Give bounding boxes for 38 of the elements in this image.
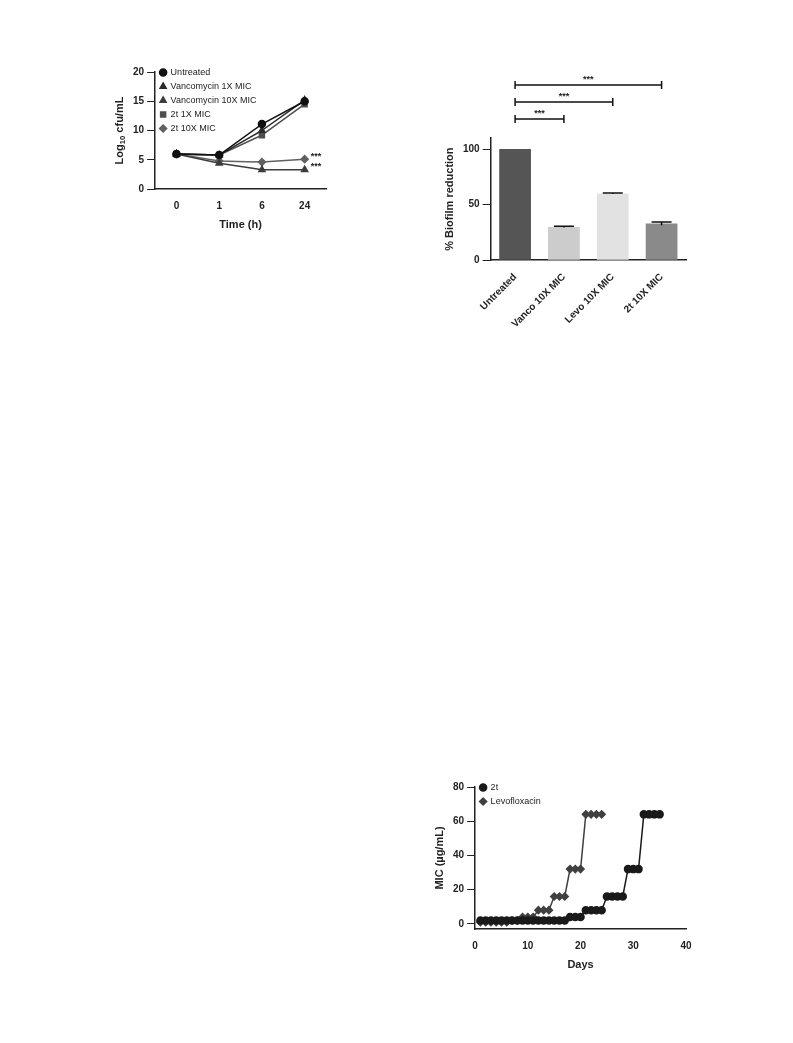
y-tick-label: 5 [138, 153, 145, 165]
x-tick-label: 1 [216, 199, 223, 211]
x-tick-label: 24 [299, 199, 311, 211]
legend-label: Untreated [170, 66, 211, 77]
x-axis-title: Days [567, 958, 594, 971]
x-tick-label: 0 [173, 199, 180, 211]
x-tick-label: 10 [522, 939, 534, 951]
y-tick-label: 10 [133, 124, 145, 136]
y-axis-title: MIC (µg/mL) [433, 826, 446, 890]
y-tick-label: 0 [458, 917, 465, 929]
legend-label: 2t 1X MIC [170, 108, 212, 119]
y-tick-label: 60 [453, 814, 465, 826]
y-tick-label: 100 [463, 142, 481, 154]
y-tick-label: 0 [474, 253, 481, 265]
x-axis-title: Time (h) [219, 218, 263, 231]
legend-label: Levofloxacin [490, 795, 541, 806]
y-tick-label: 0 [138, 182, 145, 194]
y-tick-label: 50 [468, 198, 481, 210]
x-tick-label: 2t 10X MIC [621, 271, 665, 315]
legend-label: 2t 10X MIC [170, 122, 217, 133]
annotation: *** [310, 150, 322, 161]
legend-label: 2t [490, 781, 499, 792]
text: *** [534, 107, 546, 118]
x-tick-label: 20 [575, 939, 587, 951]
y-tick-label: 40 [453, 849, 465, 861]
x-tick-label: 30 [627, 939, 640, 951]
legend-label: Vancomycin 10X MIC [170, 94, 257, 105]
y-tick-label: 20 [133, 65, 145, 77]
y-tick-label: 80 [453, 780, 465, 792]
y-axis-title: % Biofilm reduction [443, 147, 456, 251]
x-tick-label: 6 [259, 199, 266, 211]
y-tick-label: 20 [453, 883, 465, 895]
text: *** [583, 73, 595, 84]
text: *** [558, 90, 570, 101]
legend-label: Vancomycin 1X MIC [170, 80, 252, 91]
x-tick-label: 40 [680, 939, 692, 951]
annotation: *** [310, 161, 322, 172]
y-tick-label: 15 [133, 95, 145, 106]
